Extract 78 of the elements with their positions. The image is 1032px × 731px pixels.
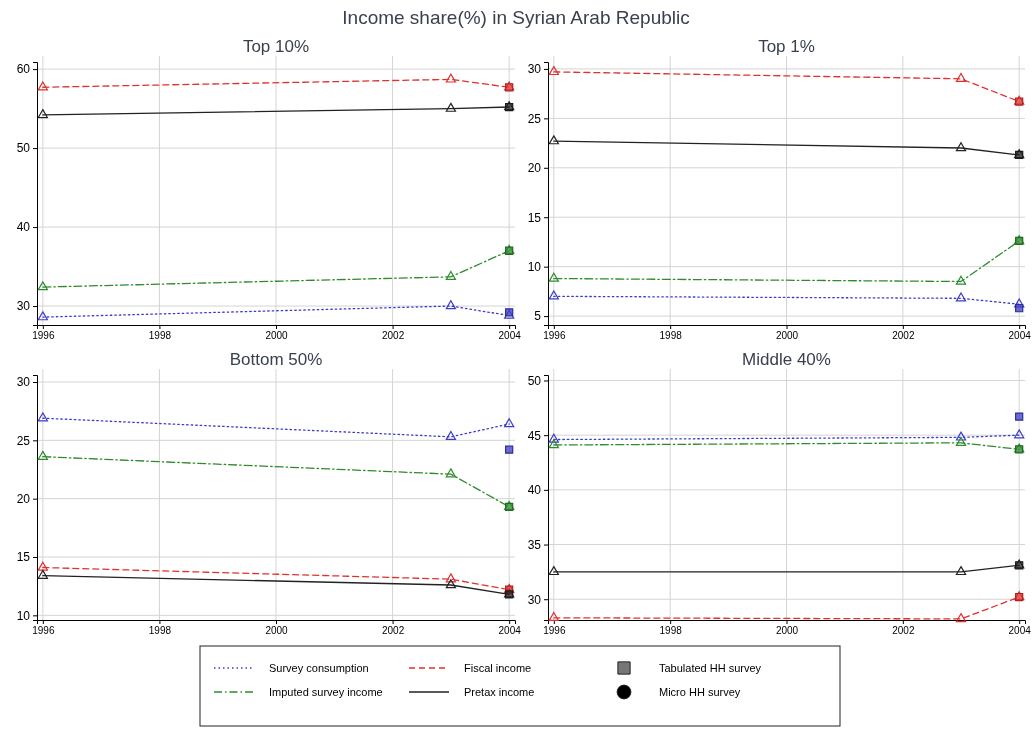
point (548, 433, 559, 443)
chart-title: Top 1% (758, 37, 815, 56)
point (445, 573, 457, 583)
x-tick-label: 2004 (1008, 625, 1032, 637)
point (1014, 298, 1025, 308)
point (445, 579, 457, 589)
point (37, 81, 48, 91)
y-tick-label: 50 (527, 373, 542, 388)
x-tick-label: 1996 (32, 625, 55, 637)
point (445, 430, 457, 441)
x-tick-label: 2004 (1008, 330, 1032, 342)
y-tick-label: 60 (16, 62, 31, 77)
point (37, 311, 48, 321)
y-tick-label: 50 (16, 141, 31, 156)
y-tick-label: 40 (527, 483, 542, 498)
y-tick-label: 30 (527, 592, 542, 607)
point (37, 561, 48, 571)
point (548, 290, 559, 300)
point (37, 412, 48, 422)
point (37, 569, 48, 579)
point (548, 439, 559, 449)
x-tick-label: 1998 (659, 625, 683, 637)
x-tick-label: 2002 (381, 625, 405, 637)
point (37, 450, 48, 460)
y-tick-label: 20 (527, 161, 542, 176)
y-tick-label: 10 (527, 260, 542, 275)
x-tick-label: 1996 (543, 625, 566, 637)
y-tick-label: 15 (527, 210, 542, 225)
point (445, 73, 457, 83)
x-tick-label: 2002 (381, 330, 405, 342)
y-tick-label: 30 (16, 375, 31, 390)
x-tick-label: 1996 (32, 330, 55, 342)
x-tick-label: 2002 (892, 330, 915, 342)
x-tick-label: 2004 (498, 330, 522, 342)
y-tick-label: 20 (16, 492, 31, 507)
x-tick-label: 1998 (148, 330, 172, 342)
point (955, 292, 967, 302)
x-tick-label: 1996 (543, 330, 566, 342)
legend-label: Pretax income (464, 686, 535, 698)
x-tick-label: 2000 (775, 625, 799, 637)
x-tick-label: 2000 (775, 330, 799, 342)
point (955, 436, 967, 447)
legend-label: Survey consumption (269, 662, 369, 674)
point (1014, 429, 1025, 439)
y-tick-label: 10 (16, 608, 31, 623)
legend-label: Fiscal income (464, 662, 532, 674)
point (445, 270, 457, 281)
y-tick-label: 40 (16, 220, 31, 235)
y-tick-label: 5 (534, 309, 542, 324)
point (955, 566, 967, 576)
legend-label: Imputed survey income (269, 686, 383, 698)
point (955, 72, 967, 83)
chart-title: Bottom 50% (229, 350, 323, 369)
y-tick-label: 25 (527, 111, 542, 126)
y-tick-label: 25 (16, 433, 31, 448)
point (37, 281, 48, 291)
x-tick-label: 1998 (148, 625, 172, 637)
point (445, 468, 457, 478)
y-tick-label: 45 (527, 428, 542, 443)
chart-title: Middle 40% (742, 350, 831, 369)
y-tick-label: 30 (16, 299, 31, 314)
y-tick-label: 15 (16, 550, 31, 565)
point (548, 66, 559, 76)
point (504, 418, 515, 428)
y-tick-label: 30 (527, 62, 542, 77)
x-tick-label: 2004 (498, 625, 522, 637)
point (955, 431, 967, 441)
x-tick-label: 1998 (659, 330, 683, 342)
x-tick-label: 2000 (265, 330, 289, 342)
chart-title: Top 10% (242, 37, 310, 56)
point (445, 300, 457, 310)
y-tick-label: 35 (527, 537, 542, 552)
x-tick-label: 2000 (265, 625, 289, 637)
text: Tabulated HH survey (659, 662, 762, 674)
text: Income share(%) in Syrian Arab Republic (342, 7, 690, 28)
text: Micro HH survey (659, 686, 741, 698)
point (548, 566, 559, 576)
x-tick-label: 2002 (892, 625, 915, 637)
